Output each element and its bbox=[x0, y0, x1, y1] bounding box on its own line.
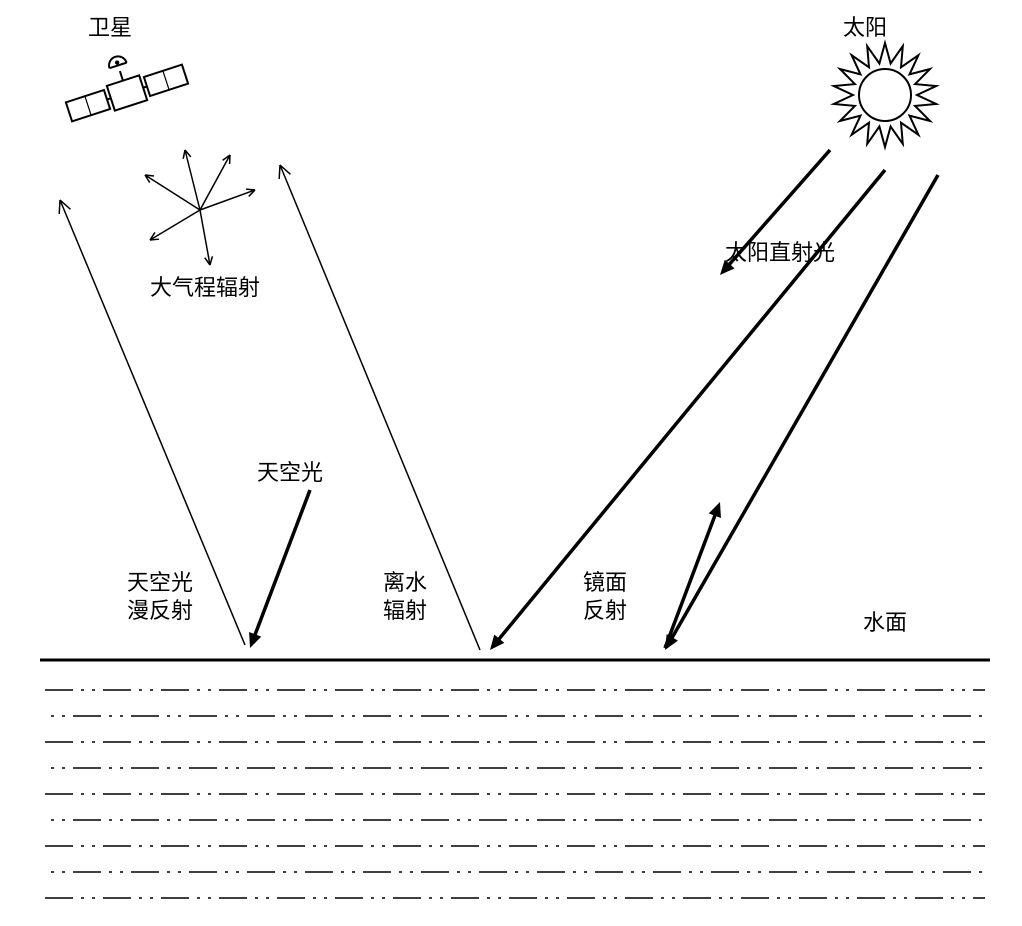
diagram-canvas: 卫星 太阳大气程辐射天空光 太阳直射光天空光漫反射 离水辐射 镜面反射 水面 bbox=[0, 0, 1022, 926]
water-leaving-label-1: 离水 bbox=[383, 570, 427, 595]
direct-sun-label: 太阳直射光 bbox=[725, 240, 835, 265]
satellite-label: 卫星 bbox=[88, 15, 132, 40]
water-pattern bbox=[45, 690, 985, 898]
sky-diffuse-label-1: 天空光 bbox=[127, 570, 193, 595]
specular-up-arrow bbox=[665, 502, 721, 648]
scatter-ray bbox=[200, 210, 212, 265]
satellite-icon bbox=[57, 38, 189, 124]
path-radiance-label: 大气程辐射 bbox=[150, 275, 260, 300]
sky-light-down-arrow bbox=[249, 490, 310, 648]
water-surface-label: 水面 bbox=[863, 610, 907, 635]
water-leaving-arrow bbox=[279, 165, 480, 650]
specular-label-2: 反射 bbox=[583, 598, 627, 623]
sky-light-label: 天空光 bbox=[257, 460, 323, 485]
scatter-ray bbox=[145, 175, 200, 210]
scatter-ray bbox=[200, 189, 255, 210]
water-leaving-label-2: 辐射 bbox=[383, 598, 427, 623]
scatter-ray bbox=[200, 155, 230, 210]
scatter-ray bbox=[150, 210, 200, 240]
sky-diffuse-label-2: 漫反射 bbox=[127, 598, 193, 623]
specular-label-1: 镜面 bbox=[583, 570, 627, 595]
sun-icon bbox=[834, 43, 936, 147]
sun-label: 太阳 bbox=[843, 15, 887, 40]
